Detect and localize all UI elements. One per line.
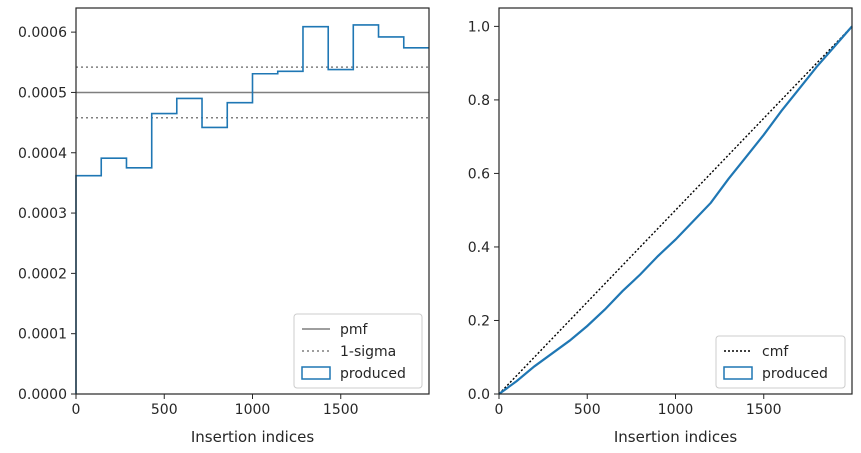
y-tick-label: 0.0004 bbox=[18, 146, 67, 162]
produced-point bbox=[604, 308, 606, 311]
produced-point bbox=[516, 380, 518, 382]
y-tick-label: 0.0006 bbox=[18, 25, 67, 41]
y-tick-label: 0.0002 bbox=[18, 266, 67, 282]
produced-bin bbox=[227, 103, 252, 394]
cmf-chart: 0 500 1000 1500 0.0 0.2 0.4 0.6 0.8 1.0 Insertion … bbox=[468, 7, 853, 446]
produced-point bbox=[727, 178, 730, 180]
legend-label-cmf: cmf bbox=[762, 344, 789, 360]
legend-label-produced: produced bbox=[340, 366, 406, 382]
legend: cmf produced bbox=[715, 335, 846, 389]
legend-label-produced: produced bbox=[762, 366, 828, 382]
cmf-line bbox=[498, 25, 853, 395]
y-tick-label: 0.2 bbox=[468, 313, 490, 329]
produced-bin bbox=[253, 74, 278, 394]
x-tick-label: 0 bbox=[72, 402, 81, 418]
y-tick-label: 0.8 bbox=[468, 93, 490, 109]
x-tick-label: 1000 bbox=[658, 402, 694, 418]
produced-bin bbox=[101, 158, 126, 394]
produced-point bbox=[551, 352, 553, 355]
x-tick-label: 1000 bbox=[235, 402, 271, 418]
y-tick-label: 1.0 bbox=[468, 19, 490, 35]
legend-box bbox=[293, 313, 423, 389]
y-tick-label: 0.6 bbox=[468, 166, 490, 182]
produced-point bbox=[569, 340, 571, 342]
produced-point bbox=[621, 290, 624, 292]
legend-swatch-produced bbox=[723, 366, 753, 380]
y-tick-label: 0.0 bbox=[468, 387, 490, 403]
x-axis-label: Insertion indices bbox=[191, 428, 314, 446]
x-tick-label: 1500 bbox=[323, 402, 359, 418]
produced-point bbox=[833, 46, 835, 48]
produced-point bbox=[692, 220, 694, 222]
produced-point bbox=[763, 134, 765, 136]
axes-frame bbox=[498, 7, 853, 395]
legend-label-pmf: pmf bbox=[340, 322, 369, 338]
produced-bin bbox=[177, 98, 202, 394]
y-tick-label: 0.0000 bbox=[18, 387, 67, 403]
produced-point bbox=[816, 66, 818, 68]
x-tick-label: 500 bbox=[574, 402, 601, 418]
produced-point bbox=[780, 110, 783, 112]
legend-label-1-sigma: 1-sigma bbox=[340, 344, 396, 360]
produced-bin bbox=[152, 114, 177, 394]
pmf-chart: 0 500 1000 1500 0.0000 0.0001 0.0002 0.0003 0.00… bbox=[18, 7, 430, 446]
produced-bin bbox=[126, 168, 151, 394]
produced-bin bbox=[76, 176, 101, 394]
produced-step-histogram bbox=[75, 24, 429, 394]
x-tick-label: 0 bbox=[495, 402, 504, 418]
x-axis-label: Insertion indices bbox=[614, 428, 737, 446]
produced-point bbox=[533, 365, 535, 368]
legend-box bbox=[715, 335, 846, 389]
produced-point bbox=[674, 239, 677, 241]
produced-bin bbox=[202, 127, 227, 394]
produced-point bbox=[657, 255, 659, 257]
x-tick-label: 500 bbox=[151, 402, 178, 418]
y-tick-label: 0.0005 bbox=[18, 85, 67, 101]
legend: pmf 1-sigma produced bbox=[293, 313, 423, 389]
produced-point bbox=[586, 325, 588, 327]
axes-frame bbox=[75, 7, 430, 395]
legend-swatch-produced bbox=[301, 366, 331, 380]
produced-point bbox=[710, 202, 712, 204]
y-tick-label: 0.0001 bbox=[18, 327, 67, 343]
y-tick-label: 0.0003 bbox=[18, 206, 67, 222]
produced-point bbox=[798, 88, 800, 90]
produced-point bbox=[745, 156, 747, 158]
produced-point bbox=[639, 273, 641, 276]
y-tick-label: 0.4 bbox=[468, 240, 490, 256]
x-tick-label: 1500 bbox=[746, 402, 782, 418]
